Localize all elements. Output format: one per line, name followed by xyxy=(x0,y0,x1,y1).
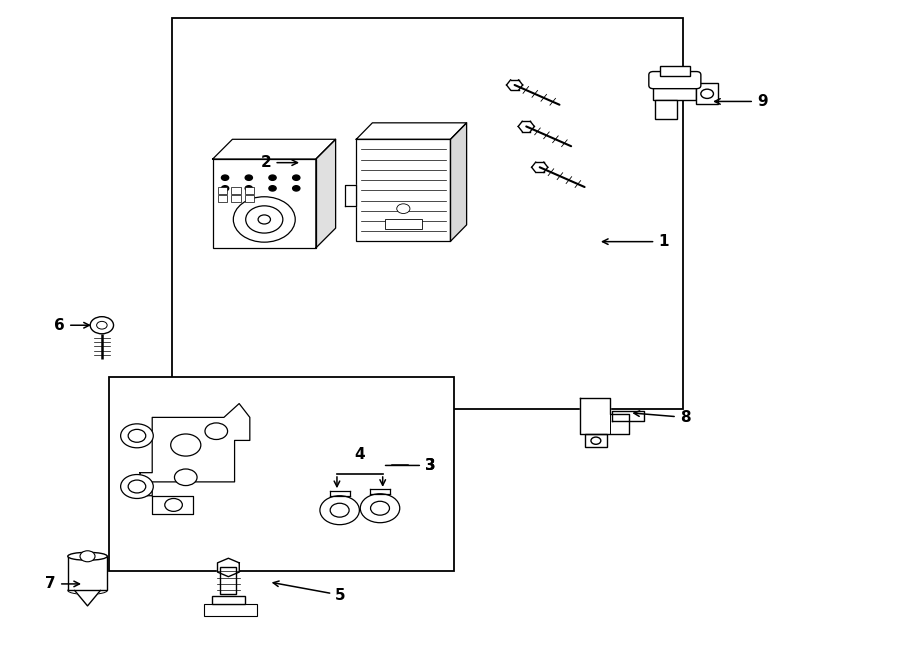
Bar xyxy=(204,603,257,615)
Circle shape xyxy=(171,434,201,456)
Circle shape xyxy=(246,206,283,233)
Circle shape xyxy=(330,503,349,517)
Circle shape xyxy=(360,494,400,523)
Polygon shape xyxy=(450,123,466,241)
Circle shape xyxy=(121,424,153,447)
Bar xyxy=(212,159,316,248)
Text: 3: 3 xyxy=(425,458,436,473)
Ellipse shape xyxy=(68,586,107,594)
Bar xyxy=(655,100,677,119)
Bar xyxy=(585,434,608,447)
FancyBboxPatch shape xyxy=(649,71,701,89)
Bar xyxy=(697,83,718,104)
Polygon shape xyxy=(316,139,336,248)
Bar xyxy=(245,188,254,194)
Circle shape xyxy=(165,498,183,512)
Bar xyxy=(109,377,454,570)
Text: 4: 4 xyxy=(354,447,364,462)
Polygon shape xyxy=(345,185,356,206)
Text: 3: 3 xyxy=(385,458,436,473)
Polygon shape xyxy=(140,404,250,496)
Circle shape xyxy=(269,175,276,180)
Text: 9: 9 xyxy=(715,94,768,109)
Ellipse shape xyxy=(68,553,107,561)
Circle shape xyxy=(292,175,300,180)
Circle shape xyxy=(245,175,252,180)
Circle shape xyxy=(121,475,153,498)
Circle shape xyxy=(397,204,410,214)
Polygon shape xyxy=(356,123,466,139)
Circle shape xyxy=(292,186,300,191)
Circle shape xyxy=(90,317,113,334)
Bar xyxy=(68,557,107,590)
Circle shape xyxy=(245,186,252,191)
Circle shape xyxy=(320,496,359,525)
Bar xyxy=(172,18,683,409)
Circle shape xyxy=(221,175,229,180)
Text: 7: 7 xyxy=(45,576,79,592)
Polygon shape xyxy=(580,398,629,434)
Bar xyxy=(218,196,227,202)
Polygon shape xyxy=(212,139,336,159)
Circle shape xyxy=(128,430,146,442)
Bar xyxy=(218,188,227,194)
Bar xyxy=(653,79,697,100)
Text: 6: 6 xyxy=(54,318,89,332)
Text: 5: 5 xyxy=(274,581,346,603)
Polygon shape xyxy=(612,410,644,422)
Circle shape xyxy=(371,501,390,515)
Bar xyxy=(245,196,254,202)
Bar xyxy=(231,188,240,194)
Circle shape xyxy=(221,186,229,191)
Bar xyxy=(384,219,422,229)
Circle shape xyxy=(591,437,601,444)
Bar xyxy=(212,596,245,603)
Bar xyxy=(231,196,240,202)
Circle shape xyxy=(258,215,271,224)
Circle shape xyxy=(701,89,714,98)
Circle shape xyxy=(175,469,197,486)
Circle shape xyxy=(233,197,295,242)
Polygon shape xyxy=(218,559,239,576)
Circle shape xyxy=(80,551,95,562)
Circle shape xyxy=(269,186,276,191)
Circle shape xyxy=(205,423,228,440)
Polygon shape xyxy=(152,496,194,514)
Text: 1: 1 xyxy=(602,234,669,249)
Polygon shape xyxy=(75,590,101,606)
Bar xyxy=(220,567,237,594)
Bar xyxy=(356,139,450,241)
Circle shape xyxy=(96,321,107,329)
Text: 8: 8 xyxy=(634,410,690,425)
Bar xyxy=(660,66,690,76)
Circle shape xyxy=(128,480,146,493)
Text: 2: 2 xyxy=(261,155,298,170)
